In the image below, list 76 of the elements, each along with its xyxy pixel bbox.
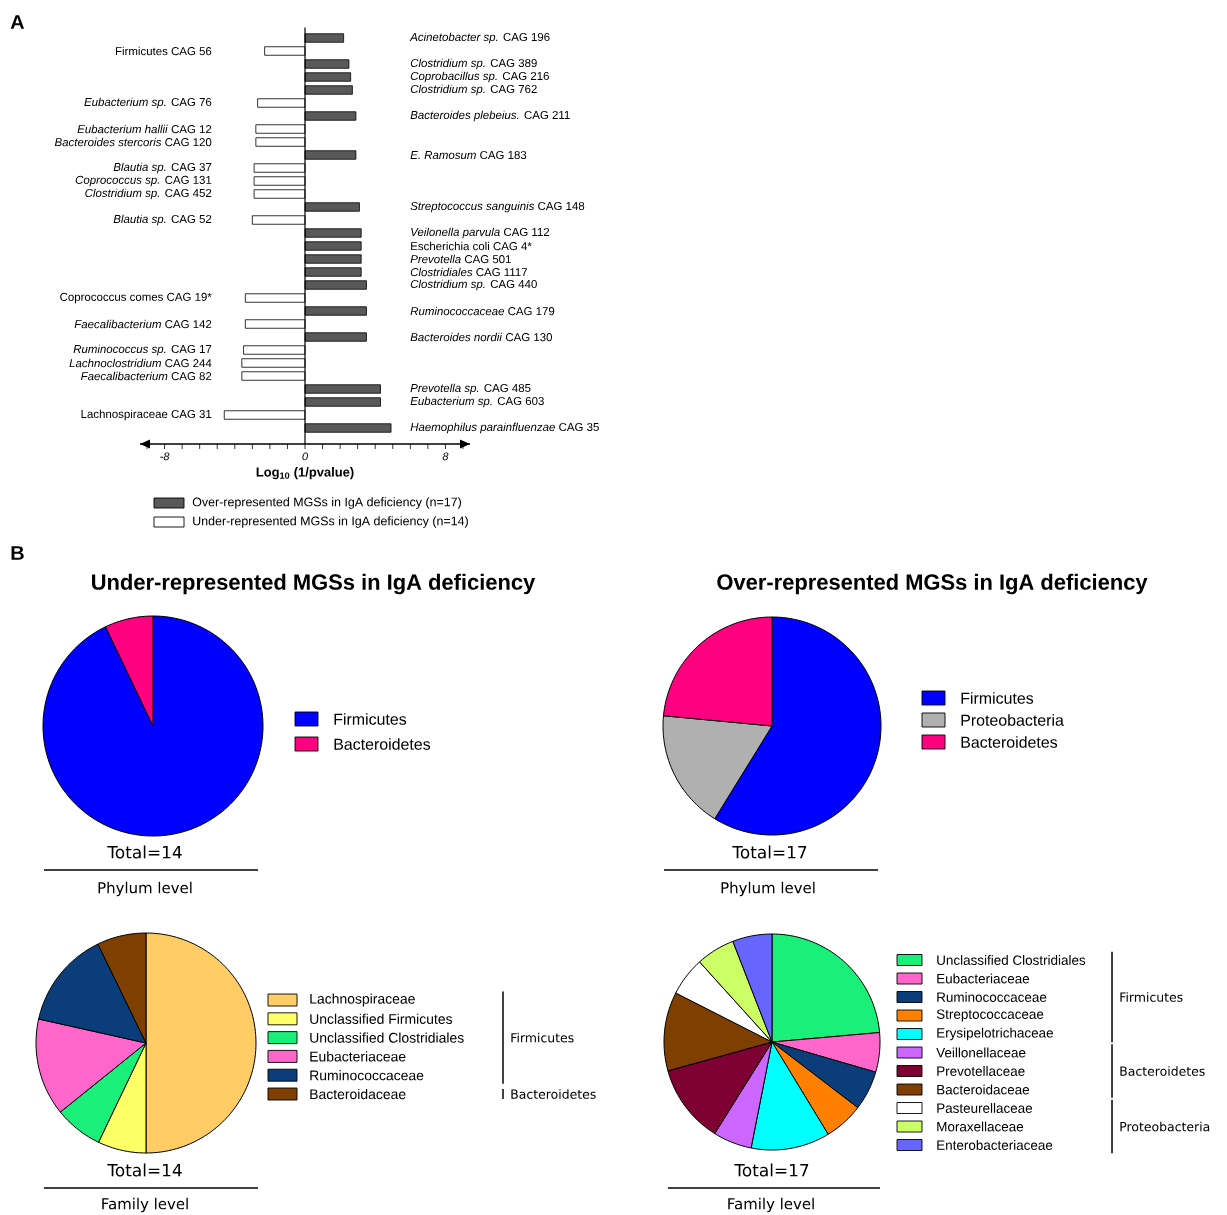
legend-label: Moraxellaceae xyxy=(937,1121,1024,1132)
legend-label: Under-represented MGSs in IgA deficiency (n=14) xyxy=(193,516,468,528)
text: Family level xyxy=(102,1197,188,1213)
text: B xyxy=(11,546,24,560)
legend-label: Lachnospiraceae xyxy=(310,993,415,1007)
legend-label: Ruminococcaceae xyxy=(310,1070,424,1081)
y-tick-label: Clostridium sp. CAG 452 xyxy=(85,188,212,200)
y-tick-label: Streptococcus sanguinis CAG 148 xyxy=(410,201,585,213)
y-tick-label: Bacteroides plebeius. CAG 211 xyxy=(410,110,570,122)
legend-label: Streptococcaceae xyxy=(936,1009,1044,1022)
x-tick-label: 0 xyxy=(302,452,308,461)
legend-label: Erysipelotrichaceae xyxy=(937,1027,1053,1041)
legend-label: Bacteroidaceae xyxy=(310,1088,406,1100)
y-tick-label: Acinetobacter sp. CAG 196 xyxy=(409,32,550,44)
legend-label: Firmicutes xyxy=(961,692,1034,704)
legend-label: Enterobacteriaceae xyxy=(937,1140,1053,1150)
legend-label: Unclassified Firmicutes xyxy=(310,1013,453,1024)
legend-label: Firmicutes xyxy=(334,713,407,725)
legend-label: Pasteurellaceae xyxy=(937,1103,1033,1113)
legend-label: Bacteroidetes xyxy=(334,738,431,750)
legend-label: Ruminococcaceae xyxy=(937,992,1047,1002)
y-tick-label: Prevotella sp. CAG 485 xyxy=(410,383,531,395)
y-tick-label: Haemophilus parainfluenzae CAG 35 xyxy=(410,422,599,434)
text: A xyxy=(10,15,25,29)
y-tick-label: Eubacterium hallii CAG 12 xyxy=(77,124,212,134)
legend-label: Unclassified Clostridiales xyxy=(310,1032,464,1043)
x-tick-label: 8 xyxy=(442,452,449,461)
text: Proteobacteria xyxy=(1120,1121,1210,1132)
legend-label: Over-represented MGSs in IgA deficiency (n=17) xyxy=(192,497,461,509)
y-tick-label: Ruminococcus sp. CAG 17 xyxy=(73,344,212,356)
legend-label: Eubacteriaceae xyxy=(310,1051,406,1062)
legend-label: Veillonellaceae xyxy=(936,1047,1026,1058)
y-tick-label: Faecalibacterium CAG 82 xyxy=(80,371,212,381)
y-tick-label: Clostridium sp. CAG 389 xyxy=(410,58,537,70)
text: Total=14 xyxy=(107,1163,182,1177)
y-tick-label: Escherichia coli CAG 4* xyxy=(411,241,532,251)
y-tick-label: Blautia sp. CAG 52 xyxy=(113,214,212,226)
y-tick-label: Lachnoclostridium CAG 244 xyxy=(69,358,212,368)
y-tick-label: Lachnospiraceae CAG 31 xyxy=(81,409,212,421)
y-tick-label: Coprococcus sp. CAG 131 xyxy=(75,175,212,187)
y-tick-label: Clostridiales CAG 1117 xyxy=(410,267,528,277)
text: Family level xyxy=(728,1197,814,1213)
y-tick-label: Coprococcus comes CAG 19* xyxy=(60,292,212,304)
y-tick-label: Eubacterium sp. CAG 603 xyxy=(410,396,544,408)
text: Firmicutes xyxy=(511,1032,574,1043)
legend-label: Prevotellaceae xyxy=(937,1066,1025,1076)
legend-label: Bacteroidaceae xyxy=(937,1084,1030,1095)
y-tick-label: Coprobacillus sp. CAG 216 xyxy=(410,71,549,83)
y-tick-label: E. Ramosum CAG 183 xyxy=(410,150,527,160)
x-axis-title: Log$_{10}$ (1/pvalue) xyxy=(256,467,354,480)
x-tick-label: -8 xyxy=(160,452,170,461)
y-tick-label: Faecalibacterium CAG 142 xyxy=(74,319,212,329)
text: Total=14 xyxy=(107,845,182,859)
text: Phylum level xyxy=(98,881,192,897)
y-tick-label: Firmicutes CAG 56 xyxy=(115,46,212,56)
chart-title: Over-represented MGSs in IgA deficiency xyxy=(717,573,1148,595)
y-tick-label: Bacteroides nordii CAG 130 xyxy=(410,332,553,342)
y-tick-label: Veilonella parvula CAG 112 xyxy=(411,227,550,239)
legend-label: Proteobacteria xyxy=(961,714,1064,726)
y-tick-label: Ruminococcaceae CAG 179 xyxy=(410,306,555,316)
text: Total=17 xyxy=(734,1163,809,1177)
y-tick-label: Prevotella CAG 501 xyxy=(410,254,511,264)
text: Firmicutes xyxy=(1120,992,1183,1002)
y-tick-label: Blautia sp. CAG 37 xyxy=(113,162,212,174)
legend-label: Bacteroidetes xyxy=(961,736,1058,748)
y-tick-label: Bacteroides stercoris CAG 120 xyxy=(54,137,212,147)
text: Phylum level xyxy=(721,881,815,897)
chart-title: Under-represented MGSs in IgA deficiency xyxy=(92,573,536,595)
y-tick-label: Clostridium sp. CAG 440 xyxy=(410,279,537,291)
legend-label: Unclassified Clostridiales xyxy=(937,955,1086,965)
legend-label: Eubacteriaceae xyxy=(937,973,1030,984)
text: Bacteroidetes xyxy=(1120,1066,1205,1076)
y-tick-label: Eubacterium sp. CAG 76 xyxy=(84,97,212,109)
y-tick-label: Clostridium sp. CAG 762 xyxy=(410,84,537,96)
text: Bacteroidetes xyxy=(511,1089,596,1099)
text: Total=17 xyxy=(732,845,807,859)
